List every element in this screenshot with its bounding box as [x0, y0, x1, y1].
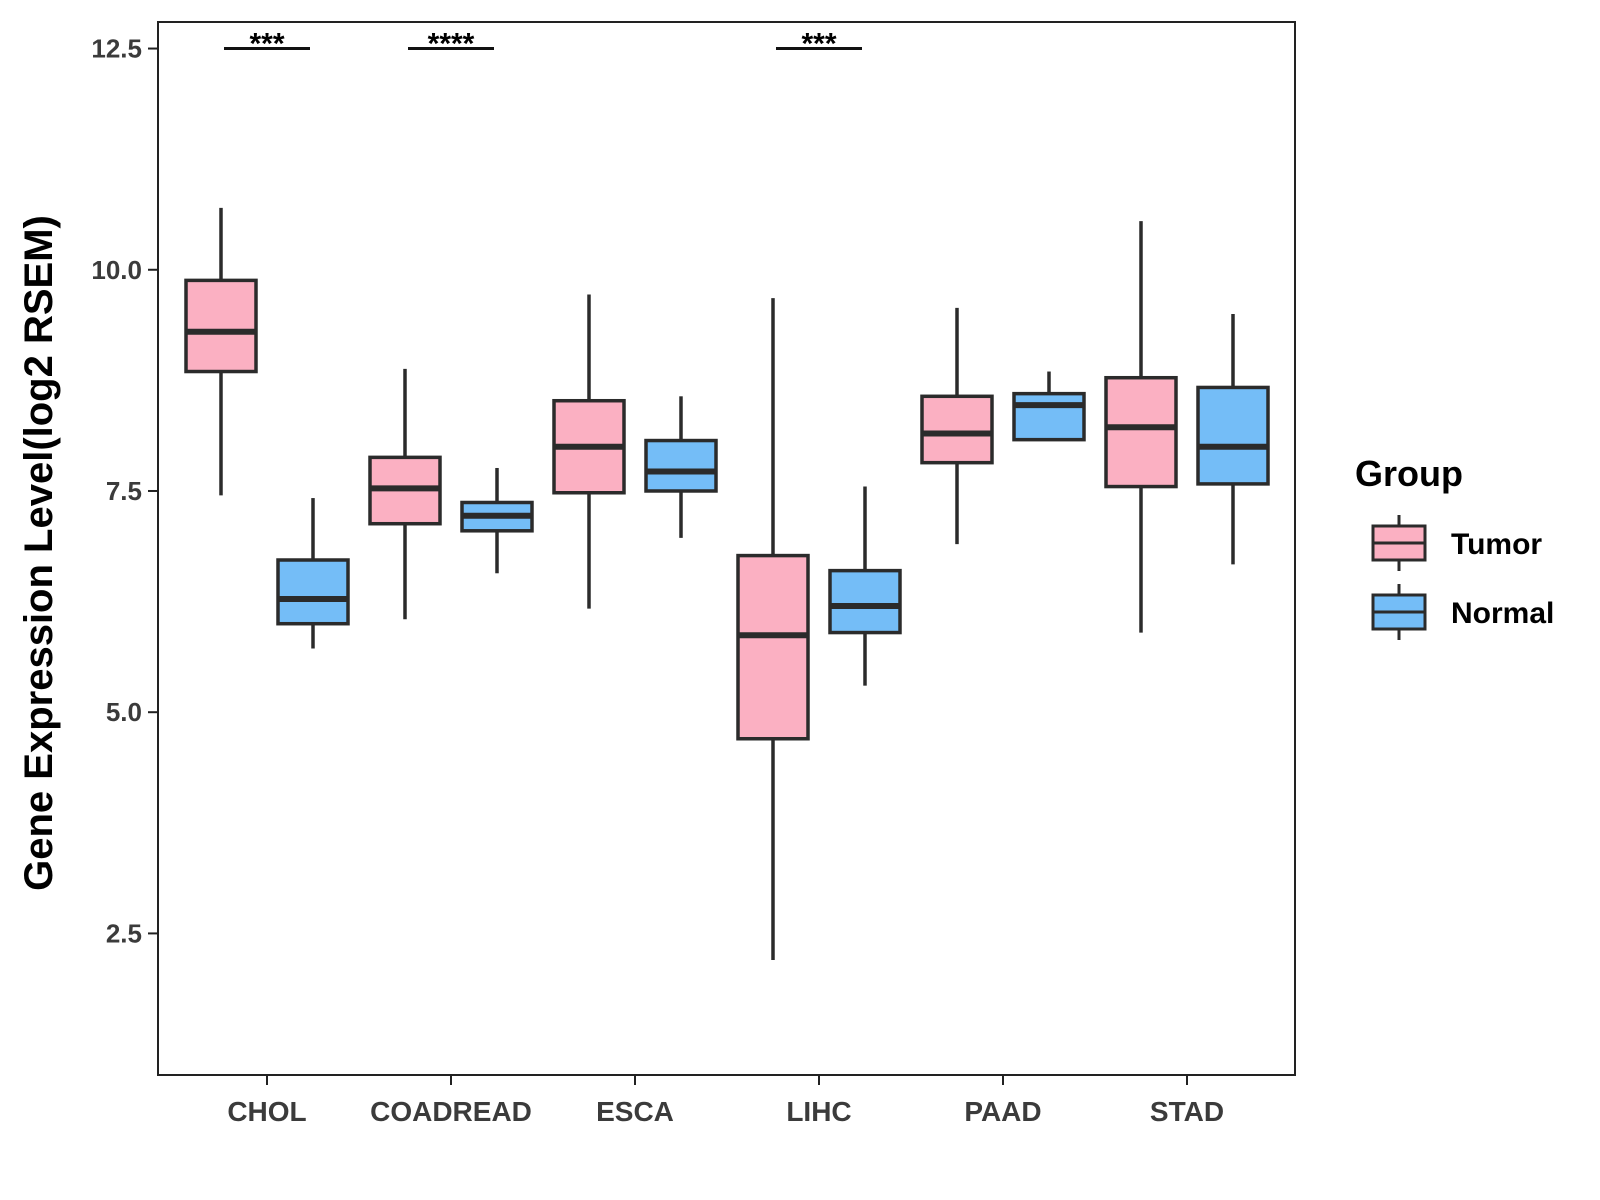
significance-stars: ***	[249, 28, 284, 61]
y-axis: 2.5 5.0 7.5 10.0 12.5	[91, 34, 158, 948]
normal-box-chol	[276, 498, 350, 649]
x-axis: CHOL COADREAD ESCA LIHC PAAD STAD	[227, 1075, 1224, 1127]
significance-chol: ***	[224, 28, 310, 61]
x-tick-label-esca: ESCA	[596, 1096, 674, 1127]
y-axis-title: Gene Expression Level(log2 RSEM)	[17, 215, 61, 891]
x-tick-label-paad: PAAD	[964, 1096, 1041, 1127]
significance-stars: ***	[801, 28, 836, 61]
box-body	[276, 558, 350, 626]
legend-label-normal: Normal	[1451, 597, 1554, 630]
box-body	[644, 438, 718, 493]
significance-annotations: *** **** ***	[224, 28, 862, 61]
normal-box-lihc	[828, 486, 902, 686]
tumor-box-esca	[552, 294, 626, 609]
plot-panel-border	[157, 21, 1296, 1076]
box-body	[1012, 391, 1086, 442]
box-body	[736, 553, 810, 741]
y-tick-label: 7.5	[106, 476, 142, 506]
box-body	[920, 394, 994, 465]
box-body	[1196, 385, 1270, 486]
tumor-box-paad	[920, 307, 994, 545]
y-tick-label: 5.0	[106, 697, 142, 727]
y-tick-label: 10.0	[91, 255, 142, 285]
tumor-box-coadread	[368, 368, 442, 620]
significance-lihc: ***	[776, 28, 862, 61]
x-tick-label-coadread: COADREAD	[370, 1096, 532, 1127]
significance-coadread: ****	[408, 28, 494, 61]
tumor-box-chol	[184, 207, 258, 496]
box-body	[828, 568, 902, 635]
tumor-box-lihc	[736, 298, 810, 960]
x-tick-label-chol: CHOL	[227, 1096, 306, 1127]
significance-stars: ****	[428, 28, 475, 61]
legend: Group Tumor Normal	[1355, 453, 1554, 640]
tumor-box-stad	[1104, 221, 1178, 633]
normal-box-paad	[1012, 371, 1086, 442]
box-body	[184, 278, 258, 374]
y-tick-label: 12.5	[91, 34, 142, 64]
plot-area	[157, 21, 1296, 1076]
normal-box-coadread	[460, 467, 534, 574]
y-tick-label: 2.5	[106, 918, 142, 948]
legend-item-normal: Normal	[1371, 584, 1554, 640]
legend-item-tumor: Tumor	[1371, 515, 1542, 571]
legend-title: Group	[1355, 453, 1463, 494]
normal-box-stad	[1196, 314, 1270, 565]
x-tick-label-lihc: LIHC	[786, 1096, 851, 1127]
box-body	[1104, 375, 1178, 489]
legend-label-tumor: Tumor	[1451, 528, 1542, 561]
x-tick-label-stad: STAD	[1150, 1096, 1224, 1127]
normal-box-esca	[644, 396, 718, 538]
box-series	[184, 207, 1270, 960]
